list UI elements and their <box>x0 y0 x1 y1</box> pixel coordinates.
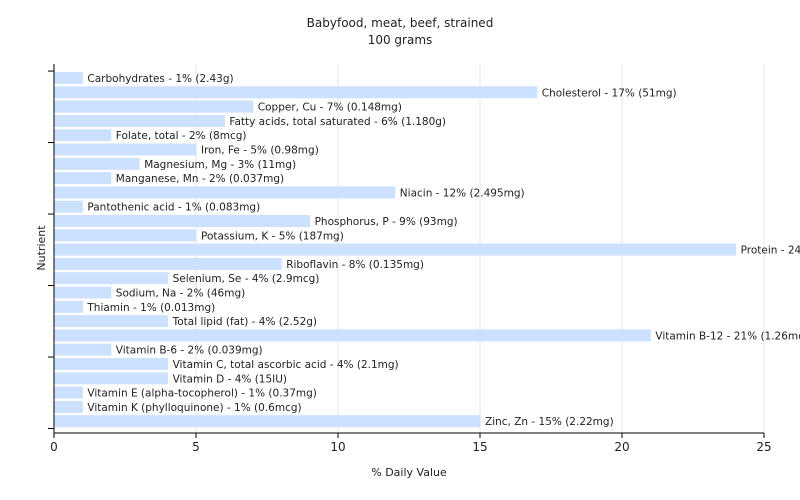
bar-fatty-acids-total-saturated <box>54 114 225 127</box>
bar-thiamin <box>54 300 83 313</box>
bar-label: Vitamin B-12 - 21% (1.26mcg) <box>655 330 800 342</box>
bar-riboflavin <box>54 257 282 270</box>
bar-selenium-se <box>54 272 169 285</box>
bar-protein <box>54 243 737 256</box>
chart-subtitle: 100 grams <box>368 33 433 47</box>
bar-label: Iron, Fe - 5% (0.98mg) <box>201 145 319 157</box>
tick-layer: 0 5 10 15 20 25 <box>48 70 772 454</box>
bar-vitamin-e-alpha-tocopherol <box>54 386 83 399</box>
x-tick-label: 15 <box>472 440 487 454</box>
bar-label: Vitamin D - 4% (15IU) <box>173 373 287 385</box>
x-tick-label: 0 <box>50 440 58 454</box>
bar-label: Sodium, Na - 2% (46mg) <box>116 288 245 300</box>
bar-iron-fe <box>54 143 197 156</box>
bar-phosphorus-p <box>54 215 311 227</box>
x-tick-label: 10 <box>330 440 345 454</box>
y-axis-title: Nutrient <box>35 225 48 271</box>
x-axis-title: % Daily Value <box>371 466 447 479</box>
bar-label: Vitamin K (phylloquinone) - 1% (0.6mcg) <box>87 402 301 414</box>
x-tick-label: 25 <box>756 440 771 454</box>
bar-vitamin-b-12 <box>54 329 651 342</box>
bar-label: Pantothenic acid - 1% (0.083mg) <box>87 202 260 214</box>
bar-label: Phosphorus, P - 9% (93mg) <box>315 216 458 228</box>
bar-label: Magnesium, Mg - 3% (11mg) <box>144 159 296 171</box>
bar-vitamin-c-total-ascorbic-acid <box>54 358 169 370</box>
axis-layer <box>53 64 764 434</box>
bar-label: Folate, total - 2% (8mcg) <box>116 130 247 142</box>
x-tick-label: 5 <box>192 440 200 454</box>
bar-label: Cholesterol - 17% (51mg) <box>542 87 677 99</box>
bar-label: Selenium, Se - 4% (2.9mcg) <box>173 273 320 285</box>
bar-copper-cu <box>54 100 254 113</box>
bar-label: Manganese, Mn - 2% (0.037mg) <box>116 173 284 185</box>
bar-vitamin-b-6 <box>54 343 112 356</box>
bar-label: Fatty acids, total saturated - 6% (1.180… <box>229 116 446 128</box>
bar-label: Potassium, K - 5% (187mg) <box>201 230 344 242</box>
bar-cholesterol <box>54 86 538 99</box>
bar-vitamin-d <box>54 372 169 385</box>
bar-label: Carbohydrates - 1% (2.43g) <box>87 73 233 85</box>
bar-vitamin-k-phylloquinone <box>54 400 83 413</box>
bar-label: Total lipid (fat) - 4% (2.52g) <box>172 316 317 328</box>
bar-folate-total <box>54 129 112 142</box>
bar-potassium-k <box>54 229 197 242</box>
bar-label: Riboflavin - 8% (0.135mg) <box>286 259 424 271</box>
bar-zinc-zn <box>54 415 481 428</box>
bar-layer: Carbohydrates - 1% (2.43g) Cholesterol - … <box>54 72 800 428</box>
bar-label: Vitamin B-6 - 2% (0.039mg) <box>116 345 263 357</box>
bar-label: Thiamin - 1% (0.013mg) <box>86 302 215 314</box>
bar-label: Vitamin C, total ascorbic acid - 4% (2.1… <box>173 359 399 371</box>
bar-total-lipid-fat <box>54 315 169 328</box>
chart-title: Babyfood, meat, beef, strained <box>307 16 494 30</box>
bar-label: Zinc, Zn - 15% (2.22mg) <box>485 416 614 428</box>
bar-label: Protein - 24% (12.03g) <box>741 245 800 257</box>
bar-pantothenic-acid <box>54 200 83 213</box>
bar-label: Vitamin E (alpha-tocopherol) - 1% (0.37m… <box>87 388 317 400</box>
bar-niacin <box>54 186 396 199</box>
bar-manganese-mn <box>54 172 112 185</box>
bar-magnesium-mg <box>54 157 140 170</box>
bar-carbohydrates <box>54 72 83 84</box>
bar-sodium-na <box>54 286 112 299</box>
x-tick-label: 20 <box>614 440 629 454</box>
bar-label: Copper, Cu - 7% (0.148mg) <box>258 102 402 114</box>
bar-label: Niacin - 12% (2.495mg) <box>400 187 525 199</box>
